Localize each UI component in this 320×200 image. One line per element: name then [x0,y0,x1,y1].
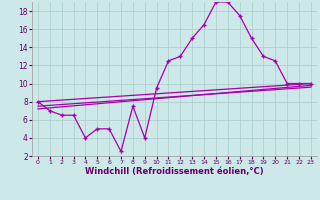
X-axis label: Windchill (Refroidissement éolien,°C): Windchill (Refroidissement éolien,°C) [85,167,264,176]
